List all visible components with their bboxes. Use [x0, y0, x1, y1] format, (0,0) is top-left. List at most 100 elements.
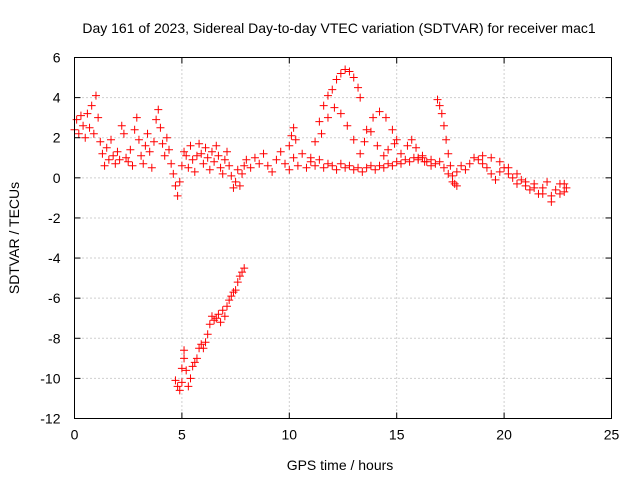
data-point-main-band — [158, 139, 167, 148]
plot-frame — [74, 57, 612, 419]
data-point-arcs — [362, 125, 371, 134]
data-point-arcs — [392, 135, 401, 144]
x-tick-label: 20 — [496, 427, 512, 443]
data-point-main-band — [201, 143, 210, 152]
data-point-main-band — [76, 111, 85, 120]
data-point-main-band — [85, 123, 94, 132]
chart-title: Day 161 of 2023, Sidereal Day-to-day VTE… — [82, 20, 595, 36]
data-point-main-band — [332, 165, 341, 174]
data-point-arcs — [495, 157, 504, 166]
data-point-main-band — [149, 137, 158, 146]
data-point-main-band — [109, 151, 118, 160]
data-point-main-band — [74, 129, 83, 138]
data-point-arcs — [403, 141, 412, 150]
data-point-main-band — [470, 153, 479, 162]
x-tick-label: 15 — [389, 427, 405, 443]
data-point-main-band — [354, 163, 363, 172]
data-point-main-band — [104, 155, 113, 164]
data-point-main-band — [349, 165, 358, 174]
data-point-main-band — [311, 161, 320, 170]
data-point-main-band — [328, 161, 337, 170]
data-point-main-band — [100, 161, 109, 170]
data-point-main-band — [302, 163, 311, 172]
data-point-main-band — [184, 163, 193, 172]
grid — [74, 57, 612, 419]
x-axis-label: GPS time / hours — [287, 457, 394, 473]
data-point-arcs — [412, 143, 421, 152]
data-point-main-band — [169, 169, 178, 178]
x-tick-label: 0 — [71, 427, 79, 443]
data-point-main-band — [223, 147, 232, 156]
data-point-low-branch — [210, 316, 219, 325]
data-point-arcs — [285, 141, 294, 150]
data-point-main-band — [182, 151, 191, 160]
data-point-main-band — [375, 161, 384, 170]
data-point-main-band — [72, 115, 81, 124]
data-point-main-band — [126, 145, 135, 154]
data-point-arcs — [414, 153, 423, 162]
data-point-main-band — [91, 91, 100, 100]
data-point-low-branch — [238, 268, 247, 277]
data-point-arcs — [390, 139, 399, 148]
y-tick-label: -6 — [48, 290, 61, 306]
data-point-main-band — [197, 149, 206, 158]
data-point-arcs — [487, 153, 496, 162]
data-point-arcs — [345, 67, 354, 76]
data-point-main-band — [444, 169, 453, 178]
data-point-main-band — [137, 151, 146, 160]
data-point-low-branch — [180, 354, 189, 363]
data-point-arcs — [418, 151, 427, 160]
data-point-main-band — [214, 151, 223, 160]
data-point-main-band — [122, 153, 131, 162]
data-point-main-band — [225, 161, 234, 170]
data-point-main-band — [495, 167, 504, 176]
data-point-main-band — [345, 161, 354, 170]
y-tick-label: 6 — [53, 50, 61, 66]
data-point-arcs — [446, 161, 455, 170]
data-point-main-band — [482, 163, 491, 172]
data-point-arcs — [356, 149, 365, 158]
data-point-arcs — [330, 103, 339, 112]
data-point-main-band — [83, 109, 92, 118]
data-points — [70, 65, 571, 395]
data-point-main-band — [207, 147, 216, 156]
data-point-main-band — [111, 159, 120, 168]
data-point-main-band — [323, 159, 332, 168]
data-point-low-branch — [227, 292, 236, 301]
data-point-main-band — [216, 163, 225, 172]
data-point-main-band — [199, 159, 208, 168]
data-point-arcs — [306, 153, 315, 162]
data-point-arcs — [323, 91, 332, 100]
data-point-arcs — [328, 85, 337, 94]
data-point-low-branch — [212, 314, 221, 323]
data-point-main-band — [371, 165, 380, 174]
data-point-arcs — [343, 121, 352, 130]
data-point-main-band — [195, 139, 204, 148]
data-point-arcs — [349, 135, 358, 144]
data-point-low-branch — [235, 272, 244, 281]
data-point-main-band — [461, 165, 470, 174]
data-point-arcs — [420, 157, 429, 166]
data-point-main-band — [259, 149, 268, 158]
data-point-low-branch — [223, 302, 232, 311]
data-point-arcs — [356, 93, 365, 102]
data-point-main-band — [388, 161, 397, 170]
data-point-main-band — [143, 129, 152, 138]
data-point-main-band — [173, 191, 182, 200]
data-point-main-band — [96, 137, 105, 146]
data-point-main-band — [238, 169, 247, 178]
data-point-low-branch — [218, 306, 227, 315]
data-point-arcs — [319, 101, 328, 110]
data-point-arcs — [512, 169, 521, 178]
data-point-main-band — [263, 161, 272, 170]
x-tick-label: 25 — [604, 427, 620, 443]
data-point-main-band — [94, 113, 103, 122]
data-point-main-band — [336, 159, 345, 168]
data-point-main-band — [162, 133, 171, 142]
data-point-low-branch — [184, 382, 193, 391]
data-point-main-band — [319, 163, 328, 172]
data-point-main-band — [315, 155, 324, 164]
data-point-main-band — [246, 163, 255, 172]
data-point-main-band — [366, 161, 375, 170]
data-point-arcs — [407, 135, 416, 144]
